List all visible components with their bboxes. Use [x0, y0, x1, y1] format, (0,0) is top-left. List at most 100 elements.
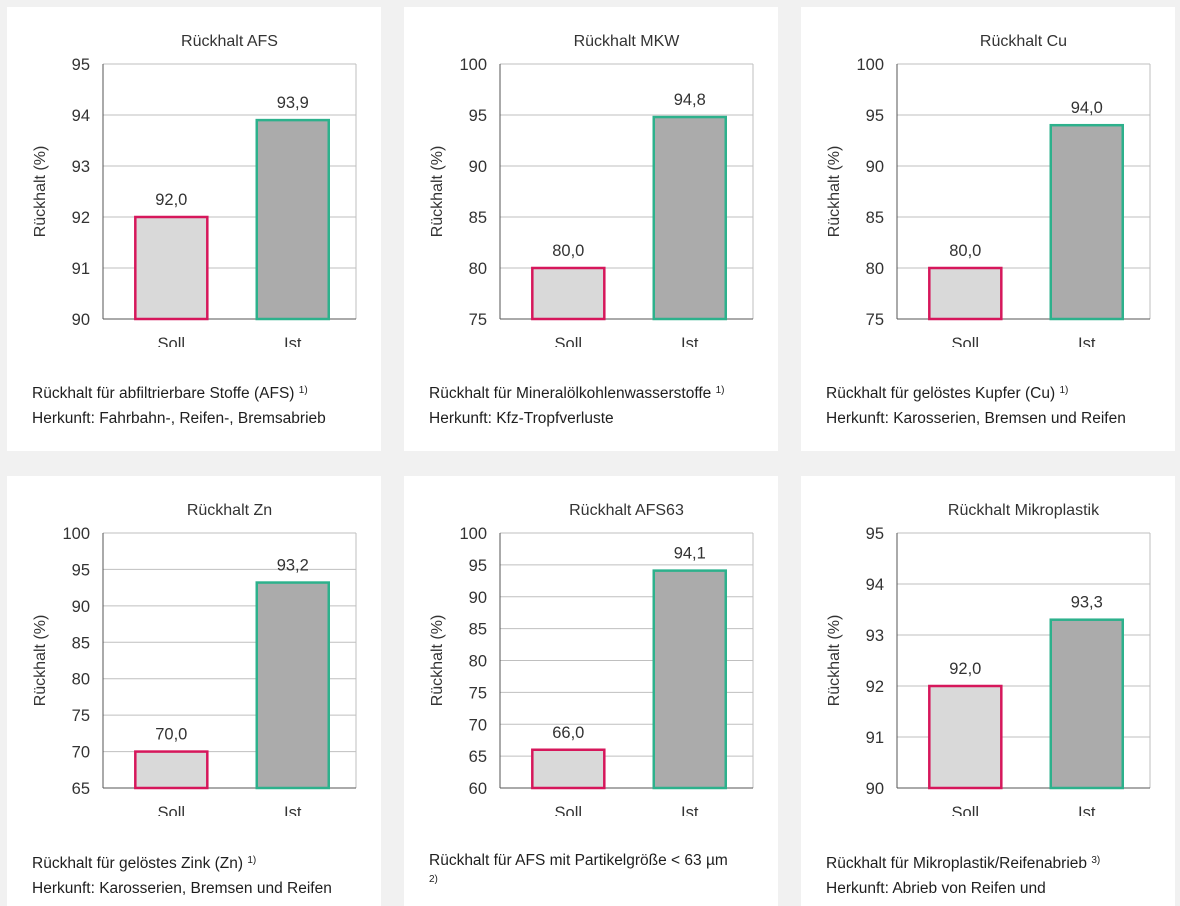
bar-ist — [255, 118, 330, 321]
x-category-label: Ist — [681, 335, 699, 347]
data-label: 66,0 — [552, 724, 584, 742]
y-tick-label: 100 — [459, 56, 487, 74]
chart-caption: Rückhalt für Mikroplastik/Reifenabrieb 3… — [826, 848, 1163, 901]
chart-title: Rückhalt Zn — [187, 502, 272, 519]
y-tick-label: 95 — [469, 557, 487, 575]
chart-title: Rückhalt Cu — [980, 33, 1067, 50]
chart-caption: Rückhalt für gelöstes Kupfer (Cu) 1) Her… — [826, 378, 1163, 431]
caption-line2: Herkunft: Abrieb von Reifen und — [826, 880, 1046, 897]
y-tick-label: 75 — [469, 684, 487, 702]
data-label: 70,0 — [155, 726, 187, 744]
data-label: 93,9 — [277, 94, 309, 112]
y-tick-label: 91 — [866, 729, 884, 747]
x-category-label: Ist — [681, 804, 699, 816]
x-category-label: Ist — [1078, 804, 1096, 816]
bar-ist — [652, 115, 727, 321]
y-tick-label: 75 — [72, 707, 90, 725]
chart-card-mkw: Rückhalt MKW 75 80 85 90 95 100 Rückhalt (%) 80,… — [404, 7, 778, 451]
y-tick-label: 85 — [72, 634, 90, 652]
y-axis-label: Rückhalt (%) — [429, 146, 446, 238]
y-tick-label: 95 — [866, 525, 884, 543]
chart-caption: Rückhalt für gelöstes Zink (Zn) 1) Herku… — [32, 848, 369, 901]
footnote-ref: 1) — [247, 855, 257, 866]
y-tick-label: 80 — [469, 260, 487, 278]
chart-caption: Rückhalt für AFS mit Partikelgröße < 63 … — [429, 848, 766, 890]
x-category-label: Ist — [284, 804, 302, 816]
data-label: 93,3 — [1071, 594, 1103, 612]
bar-ist — [1049, 123, 1124, 321]
data-label: 94,0 — [1071, 99, 1103, 117]
y-tick-label: 94 — [72, 107, 90, 125]
bar-ist — [1049, 618, 1124, 790]
data-label: 94,1 — [674, 545, 706, 563]
bar-ist — [652, 569, 727, 790]
footnote-ref: 1) — [1059, 385, 1069, 396]
y-tick-label: 65 — [469, 748, 487, 766]
chart-cu: Rückhalt Cu 75 80 85 90 95 100 Rückhalt (%) 80,0… — [826, 33, 1151, 347]
y-tick-label: 93 — [866, 627, 884, 645]
chart-title: Rückhalt MKW — [574, 33, 681, 50]
x-category-label: Soll — [158, 804, 186, 816]
y-tick-label: 80 — [469, 653, 487, 671]
y-tick-label: 90 — [866, 780, 884, 798]
y-axis-label: Rückhalt (%) — [429, 615, 446, 707]
chart-afs63: Rückhalt AFS63 60 65 70 75 80 85 90 95 100 Rückhal… — [429, 502, 754, 816]
caption-line1: Rückhalt für Mineralölkohlenwasserstoffe — [429, 385, 712, 402]
data-label: 93,2 — [277, 557, 309, 575]
chart-title: Rückhalt AFS63 — [569, 502, 684, 519]
y-tick-label: 90 — [866, 158, 884, 176]
chart-title: Rückhalt Mikroplastik — [948, 502, 1100, 519]
y-tick-label: 90 — [72, 598, 90, 616]
y-tick-label: 100 — [856, 56, 884, 74]
y-tick-label: 95 — [72, 56, 90, 74]
y-tick-label: 91 — [72, 260, 90, 278]
y-tick-label: 92 — [72, 209, 90, 227]
caption-line1: Rückhalt für abfiltrierbare Stoffe (AFS) — [32, 385, 295, 402]
caption-line2: Herkunft: Kfz-Tropfverluste — [429, 410, 614, 427]
data-label: 92,0 — [949, 660, 981, 678]
y-tick-label: 90 — [72, 311, 90, 329]
y-tick-label: 65 — [72, 780, 90, 798]
chart-caption: Rückhalt für abfiltrierbare Stoffe (AFS)… — [32, 378, 369, 431]
chart-card-afs: Rückhalt AFS 90 91 92 93 94 95 Rückhalt (%) 92,0… — [7, 7, 381, 451]
data-label: 92,0 — [155, 191, 187, 209]
bar-soll — [531, 748, 606, 790]
chart-card-cu: Rückhalt Cu 75 80 85 90 95 100 Rückhalt (%) 80,0… — [801, 7, 1175, 451]
y-tick-label: 85 — [469, 621, 487, 639]
y-axis-label: Rückhalt (%) — [826, 146, 843, 238]
y-tick-label: 95 — [72, 561, 90, 579]
x-category-label: Soll — [952, 335, 980, 347]
y-tick-label: 90 — [469, 158, 487, 176]
caption-line2: Herkunft: Karosserien, Bremsen und Reife… — [32, 880, 332, 897]
x-category-label: Soll — [158, 335, 186, 347]
y-tick-label: 100 — [62, 525, 90, 543]
data-label: 80,0 — [949, 242, 981, 260]
x-category-label: Ist — [284, 335, 302, 347]
bar-soll — [134, 750, 209, 790]
y-tick-label: 93 — [72, 158, 90, 176]
y-tick-label: 85 — [469, 209, 487, 227]
chart-caption: Rückhalt für Mineralölkohlenwasserstoffe… — [429, 378, 766, 431]
y-axis-label: Rückhalt (%) — [32, 615, 49, 707]
data-label: 94,8 — [674, 91, 706, 109]
chart-card-afs63: Rückhalt AFS63 60 65 70 75 80 85 90 95 100 Rückhal… — [404, 476, 778, 906]
x-category-label: Soll — [555, 804, 583, 816]
chart-mkw: Rückhalt MKW 75 80 85 90 95 100 Rückhalt (%) 80,… — [429, 33, 754, 347]
y-tick-label: 70 — [72, 744, 90, 762]
footnote-ref: 1) — [715, 385, 725, 396]
bar-soll — [531, 266, 606, 321]
bar-ist — [255, 581, 330, 790]
y-tick-label: 94 — [866, 576, 884, 594]
y-tick-label: 80 — [72, 671, 90, 689]
y-tick-label: 80 — [866, 260, 884, 278]
y-tick-label: 92 — [866, 678, 884, 696]
chart-afs: Rückhalt AFS 90 91 92 93 94 95 Rückhalt (%) 92,0… — [32, 33, 357, 347]
chart-card-mikroplastik: Rückhalt Mikroplastik 90 91 92 93 94 95 Rückhal… — [801, 476, 1175, 906]
chart-zn: Rückhalt Zn 65 70 75 80 85 90 95 100 Rückhalt (%)… — [32, 502, 357, 816]
chart-mikroplastik: Rückhalt Mikroplastik 90 91 92 93 94 95 Rückhal… — [826, 502, 1151, 816]
y-tick-label: 95 — [866, 107, 884, 125]
y-tick-label: 85 — [866, 209, 884, 227]
footnote-ref: 1) — [298, 385, 308, 396]
y-tick-label: 90 — [469, 589, 487, 607]
y-axis-label: Rückhalt (%) — [32, 146, 49, 238]
